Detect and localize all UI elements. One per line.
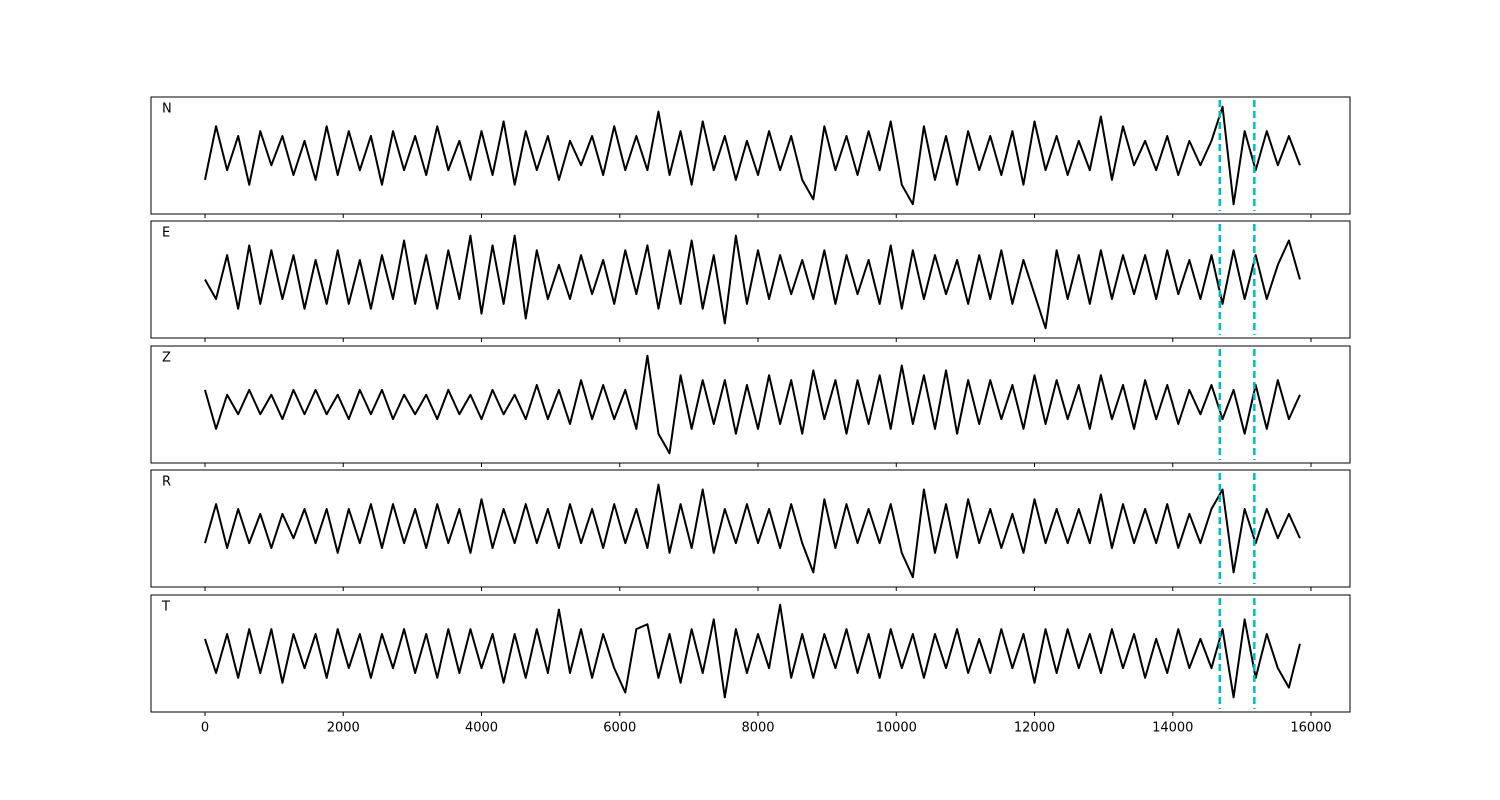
- panel-label: R: [162, 475, 171, 490]
- panel-label: T: [161, 600, 170, 615]
- panel-label: N: [162, 102, 172, 117]
- panel-label: E: [162, 226, 170, 241]
- x-tick-label: 2000: [327, 721, 360, 736]
- panel-frame: [150, 594, 1351, 713]
- x-tick-label: 8000: [741, 721, 774, 736]
- x-tick-label: 16000: [1290, 721, 1331, 736]
- trace: [204, 234, 1301, 330]
- panel-frame: [150, 220, 1351, 339]
- x-tick-label: 0: [201, 721, 209, 736]
- panel-frame: [150, 345, 1351, 464]
- trace: [204, 483, 1301, 579]
- x-tick-label: 10000: [876, 721, 917, 736]
- x-tick-label: 4000: [465, 721, 498, 736]
- x-tick-label: 14000: [1152, 721, 1193, 736]
- panel-label: Z: [162, 351, 171, 366]
- trace: [204, 354, 1301, 455]
- trace: [204, 603, 1301, 699]
- panel-frame: [150, 96, 1351, 215]
- trace: [204, 105, 1301, 206]
- x-tick-label: 6000: [603, 721, 636, 736]
- x-tick-label: 12000: [1014, 721, 1055, 736]
- panel-frame: [150, 469, 1351, 588]
